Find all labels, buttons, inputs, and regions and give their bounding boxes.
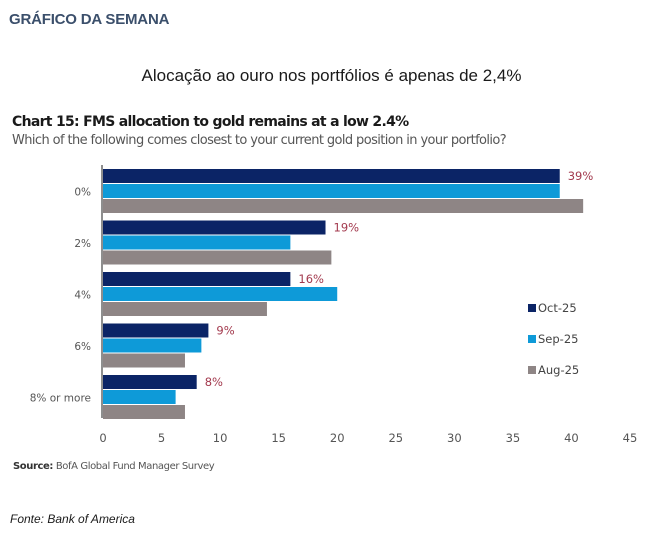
category-label: 2% — [74, 238, 91, 250]
source-note: Source: BofA Global Fund Manager Survey — [13, 461, 215, 472]
legend-swatch-sep-25 — [528, 335, 536, 343]
legend-label: Aug-25 — [538, 363, 579, 377]
data-label: 19% — [334, 221, 360, 235]
bar-oct-25-0 — [103, 169, 560, 183]
x-tick-label: 20 — [330, 431, 345, 445]
category-label: 6% — [74, 341, 91, 353]
x-tick-label: 30 — [447, 431, 462, 445]
bar-sep-25-2 — [103, 287, 338, 301]
x-tick-label: 35 — [506, 431, 521, 445]
category-label: 4% — [74, 290, 91, 302]
bar-aug-25-2 — [103, 302, 267, 316]
bar-sep-25-1 — [103, 235, 291, 250]
x-tick-label: 25 — [388, 431, 403, 445]
x-tick-label: 45 — [623, 431, 638, 445]
category-label: 0% — [74, 187, 91, 199]
bar-sep-25-3 — [103, 338, 202, 353]
x-tick-label: 40 — [564, 431, 579, 445]
bar-oct-25-4 — [103, 375, 197, 389]
category-label: 8% or more — [30, 393, 91, 405]
x-tick-label: 15 — [271, 431, 286, 445]
source-text: BofA Global Fund Manager Survey — [55, 461, 215, 472]
bar-aug-25-1 — [103, 250, 332, 265]
legend-label: Oct-25 — [538, 301, 577, 315]
bar-aug-25-0 — [103, 199, 584, 213]
bar-oct-25-3 — [103, 323, 209, 338]
x-tick-label: 0 — [99, 431, 106, 445]
bar-aug-25-4 — [103, 405, 185, 419]
chart-title: Chart 15: FMS allocation to gold remains… — [12, 114, 409, 130]
bar-oct-25-2 — [103, 272, 291, 286]
legend-swatch-aug-25 — [528, 366, 536, 374]
legend-swatch-oct-25 — [528, 304, 536, 312]
source-label: Source: — [13, 461, 54, 472]
section-heading: GRÁFICO DA SEMANA — [9, 11, 170, 28]
fonte-credit: Fonte: Bank of America — [10, 512, 135, 526]
bar-oct-25-1 — [103, 220, 326, 235]
bar-sep-25-0 — [103, 184, 560, 198]
data-label: 8% — [205, 375, 223, 389]
legend-label: Sep-25 — [538, 332, 578, 346]
data-label: 16% — [298, 272, 324, 286]
data-label: 9% — [216, 324, 234, 338]
bar-chart: 0% 39% 2% 19% 4% 16% 6% 9% 8% or more 8% 0 5 10 15 20 2… — [30, 165, 638, 445]
bar-sep-25-4 — [103, 390, 176, 404]
bar-aug-25-3 — [103, 353, 185, 368]
data-label: 39% — [568, 169, 594, 183]
x-tick-label: 5 — [158, 431, 165, 445]
headline: Alocação ao ouro nos portfólios é apenas… — [141, 66, 522, 85]
x-tick-label: 10 — [213, 431, 228, 445]
chart-subtitle: Which of the following comes closest to … — [12, 133, 507, 148]
